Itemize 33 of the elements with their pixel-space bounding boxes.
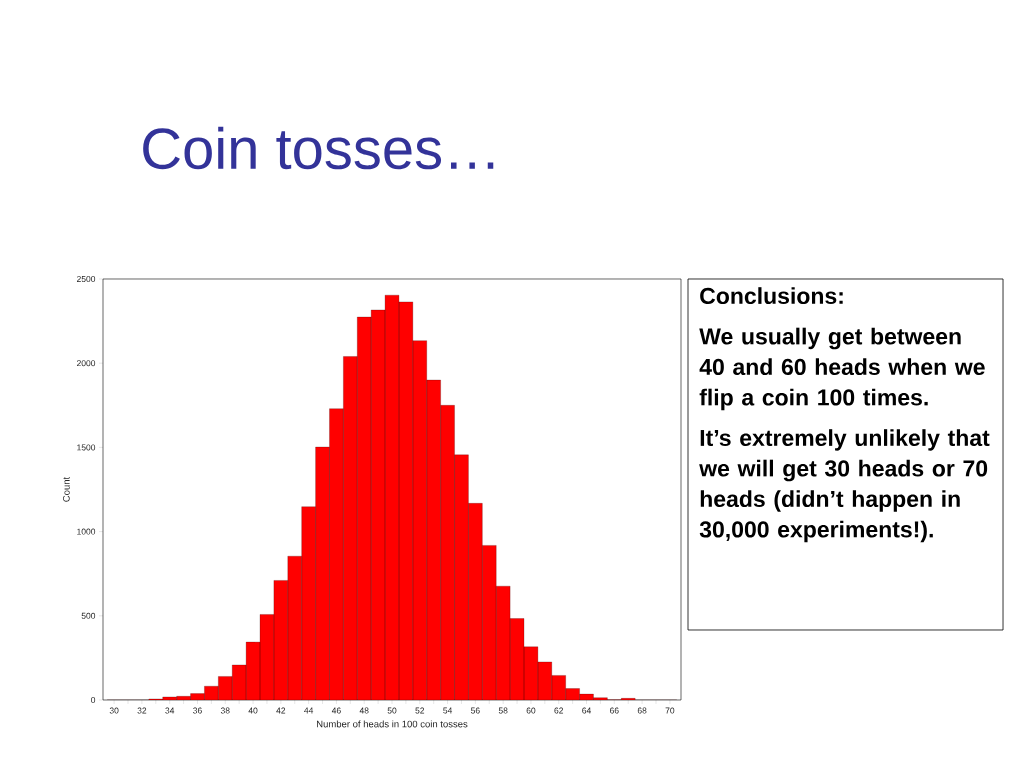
x-tick-label: 68 — [637, 707, 647, 714]
y-tick-label: 500 — [81, 612, 96, 619]
y-tick-label: 1000 — [77, 528, 96, 535]
x-tick-label: 64 — [582, 707, 592, 714]
x-tick-label: 40 — [248, 707, 258, 714]
y-axis-title: Count — [62, 476, 70, 502]
x-tick-label: 50 — [387, 707, 397, 714]
text: We usually get between 40 and 60 heads when we flip a coin 100 times. — [699, 327, 985, 411]
x-tick-label: 62 — [554, 707, 564, 714]
x-tick-label: 56 — [470, 707, 480, 714]
x-tick-label: 46 — [331, 707, 341, 714]
x-tick-label: 60 — [526, 707, 536, 714]
chart-title: Coin tosses… — [143, 126, 494, 170]
text: It’s extremely unlikely that we will get 30 heads or 70 heads (didn’t happen in 30,000 experiments!). — [699, 429, 990, 543]
x-tick-label: 48 — [359, 707, 369, 714]
text: Conclusions: — [700, 287, 843, 305]
x-tick-label: 32 — [137, 707, 147, 714]
x-axis-title: Number of heads in 100 coin tosses — [317, 720, 468, 728]
y-tick-label: 0 — [91, 697, 96, 703]
y-tick-label: 1500 — [77, 444, 96, 451]
x-tick-label: 42 — [276, 707, 286, 714]
x-tick-label: 44 — [304, 707, 314, 714]
y-tick-label: 2500 — [76, 275, 96, 282]
x-tick-label: 34 — [165, 707, 175, 714]
x-tick-label: 30 — [109, 707, 119, 714]
x-tick-label: 54 — [443, 707, 453, 714]
x-tick-label: 66 — [610, 707, 619, 714]
x-tick-label: 38 — [220, 707, 230, 714]
y-tick-label: 2000 — [76, 360, 96, 367]
x-tick-label: 52 — [415, 707, 425, 714]
x-tick-label: 36 — [193, 707, 202, 714]
x-tick-label: 58 — [498, 707, 508, 714]
x-tick-label: 70 — [665, 707, 675, 714]
